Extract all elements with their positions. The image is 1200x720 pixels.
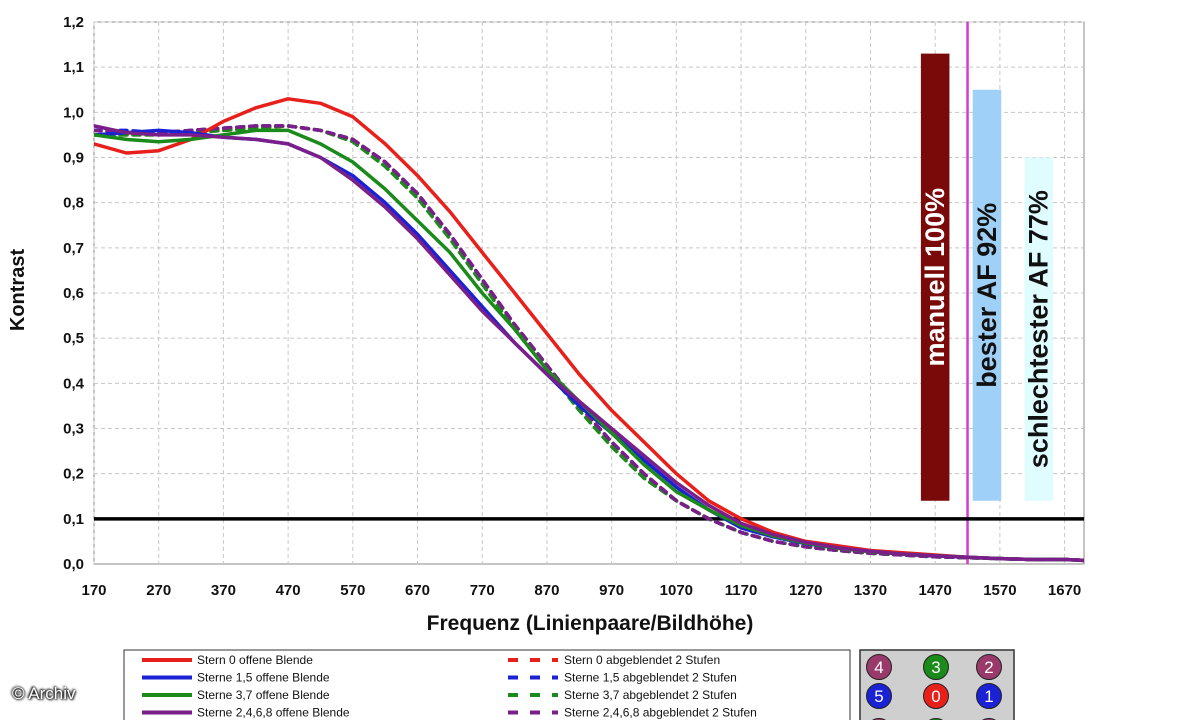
legend-label: Sterne 1,5 offene Blende <box>197 671 330 685</box>
star-marker <box>976 683 1002 709</box>
focus-bar-label: schlechtester AF 77% <box>1024 190 1054 468</box>
x-tick-label: 470 <box>276 582 301 599</box>
star-marker <box>866 683 892 709</box>
y-tick-label: 1,0 <box>63 104 84 121</box>
x-tick-label: 1670 <box>1048 582 1081 599</box>
y-tick-label: 0,9 <box>63 150 84 167</box>
y-tick-label: 0,8 <box>63 195 84 212</box>
legend: Stern 0 offene Blende Sterne 1,5 offene B… <box>123 649 851 720</box>
y-tick-label: 0,3 <box>63 421 84 438</box>
star-position-grid: 4 3 2 5 0 1 <box>859 649 1015 720</box>
y-tick-label: 0,6 <box>63 285 84 302</box>
x-tick-label: 670 <box>405 582 430 599</box>
legend-label: Sterne 3,7 abgeblendet 2 Stufen <box>564 688 737 702</box>
star-marker-label: 4 <box>874 658 883 677</box>
credit-text: © Archiv <box>12 684 76 703</box>
y-tick-label: 0,1 <box>63 511 84 528</box>
y-tick-label: 1,1 <box>63 59 84 76</box>
star-marker-label: 0 <box>931 687 940 706</box>
focus-bar <box>972 89 1002 501</box>
star-marker-label: 3 <box>931 658 940 677</box>
x-tick-label: 1270 <box>789 582 822 599</box>
y-tick-label: 0,4 <box>63 375 85 392</box>
x-tick-label: 270 <box>146 582 171 599</box>
x-axis-label: Frequenz (Linienpaare/Bildhöhe) <box>427 612 754 635</box>
star-marker-label: 5 <box>874 687 883 706</box>
x-tick-label: 1570 <box>983 582 1016 599</box>
x-tick-label: 770 <box>470 582 495 599</box>
series-line <box>94 124 1084 563</box>
y-tick-label: 0,2 <box>63 466 84 483</box>
x-tick-label: 170 <box>81 582 106 599</box>
focus-bars: manuell 100% bester AF 92% schlechtester A… <box>94 22 1084 564</box>
legend-label: Sterne 1,5 abgeblendet 2 Stufen <box>564 671 737 685</box>
x-tick-label: 1470 <box>918 582 951 599</box>
star-marker <box>866 654 892 680</box>
x-tick-label: 870 <box>534 582 559 599</box>
focus-bar <box>920 53 950 501</box>
x-tick-label: 370 <box>211 582 236 599</box>
y-axis-label: Kontrast <box>7 249 29 332</box>
x-tick-label: 970 <box>599 582 624 599</box>
legend-label: Stern 0 offene Blende <box>197 653 313 667</box>
legend-box <box>123 649 851 720</box>
star-marker-label: 2 <box>984 658 993 677</box>
x-tick-label: 1370 <box>854 582 887 599</box>
grid <box>93 21 1085 565</box>
y-tick-label: 1,2 <box>63 14 84 31</box>
legend-label: Sterne 2,4,6,8 abgeblendet 2 Stufen <box>564 706 757 720</box>
legend-label: Sterne 3,7 offene Blende <box>197 688 330 702</box>
focus-bar-label: manuell 100% <box>920 188 950 367</box>
axes: 170 270 370 470 570 670 770 870 970 1070 1170 1270 1… <box>63 14 1081 599</box>
y-tick-label: 0,5 <box>63 330 84 347</box>
star-marker <box>976 654 1002 680</box>
y-tick-label: 0,0 <box>63 556 84 573</box>
x-tick-label: 1170 <box>725 582 758 599</box>
star-marker-label: 1 <box>984 687 993 706</box>
legend-label: Stern 0 abgeblendet 2 Stufen <box>564 653 720 667</box>
series-line <box>94 124 1084 563</box>
x-tick-label: 570 <box>340 582 365 599</box>
focus-bar-label: bester AF 92% <box>972 203 1002 388</box>
y-tick-label: 0,7 <box>63 240 84 257</box>
series-line <box>94 124 1084 563</box>
star-marker <box>923 683 949 709</box>
focus-bar <box>1024 157 1053 501</box>
x-tick-label: 1070 <box>660 582 693 599</box>
star-marker <box>923 654 949 680</box>
data-series <box>94 97 1084 563</box>
legend-label: Sterne 2,4,6,8 offene Blende <box>197 706 350 720</box>
